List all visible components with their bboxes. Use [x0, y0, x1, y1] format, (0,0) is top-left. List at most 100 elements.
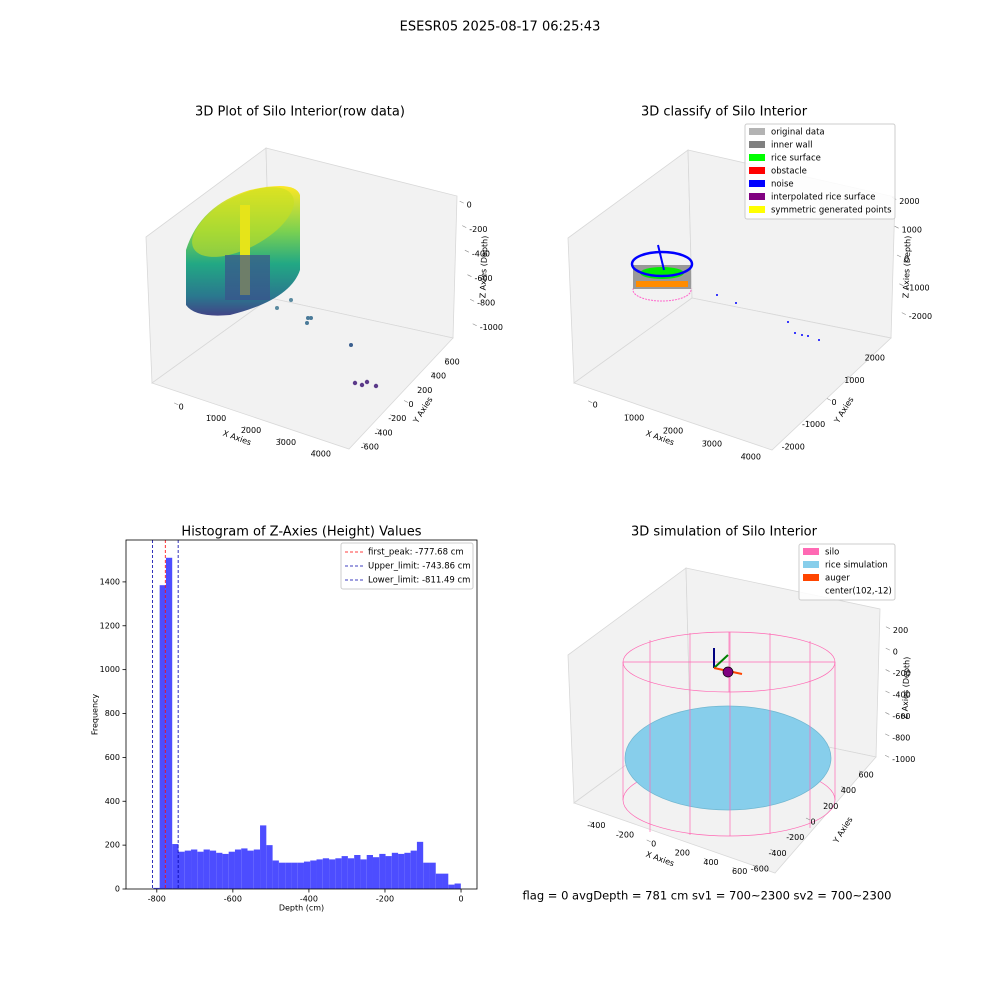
tick-mark — [588, 400, 593, 404]
histogram-bar — [165, 557, 173, 889]
y-tick-label: 1000 — [844, 376, 864, 385]
histogram-bar — [423, 862, 430, 889]
tick-mark — [403, 400, 409, 403]
tick-mark — [885, 712, 890, 715]
tick-mark — [665, 426, 671, 430]
y-tick-label: 2000 — [865, 354, 885, 363]
legend-box — [744, 123, 896, 220]
tick-mark — [313, 449, 318, 453]
legend-label: rice surface — [771, 154, 821, 164]
y-tick-label: -200 — [786, 833, 804, 842]
tick-mark — [859, 770, 864, 774]
tick-mark — [786, 442, 791, 446]
legend-label: Upper_limit: -743.86 cm — [368, 562, 471, 572]
tick-mark — [885, 626, 891, 629]
tick-mark — [752, 864, 757, 868]
point-cloud — [186, 186, 379, 389]
tick-mark — [885, 669, 890, 672]
tick-mark — [826, 398, 832, 401]
x-tick-label: 4000 — [741, 453, 761, 462]
tick-mark — [867, 353, 872, 357]
z-axis-label: Z Axies (Depth) — [900, 657, 911, 720]
histogram-bar — [303, 861, 311, 889]
z-tick-label: 0 — [467, 201, 472, 210]
tick-mark — [646, 839, 651, 843]
tick-mark — [243, 426, 249, 429]
histogram-bar — [191, 849, 198, 889]
legend-label: inner wall — [771, 141, 812, 151]
y-tick-label: 800 — [105, 709, 120, 718]
histogram-bar — [448, 884, 455, 889]
tick-mark — [626, 413, 632, 417]
z-tick-label: -800 — [477, 299, 495, 308]
tick-mark — [841, 786, 846, 789]
chart-title: 3D classify of Silo Interior — [641, 105, 808, 120]
histogram-bar — [222, 853, 229, 889]
y-axis-label: Y Axies — [831, 815, 855, 845]
legend-swatch — [803, 574, 819, 581]
y-tick-label: -1000 — [802, 420, 825, 429]
z-tick-label: -200 — [469, 225, 487, 234]
y-tick-label: 200 — [105, 841, 120, 850]
tick-mark — [462, 225, 467, 228]
histogram-bar — [272, 860, 279, 889]
histogram-bar — [178, 851, 185, 889]
x-tick-label: -200 — [376, 895, 394, 904]
tick-mark — [390, 414, 395, 417]
legend-label: original data — [771, 128, 825, 138]
z-tick-label: 0 — [893, 648, 898, 657]
histogram-bar — [379, 853, 386, 889]
x-tick-label: 200 — [675, 849, 690, 858]
tick-mark — [617, 830, 623, 834]
tick-mark — [806, 420, 811, 423]
tick-mark — [899, 283, 904, 287]
legend-swatch — [749, 167, 765, 174]
histogram-bar — [197, 851, 204, 889]
y-tick-label: 600 — [859, 770, 874, 779]
x-tick-label: 0 — [593, 400, 598, 409]
tick-mark — [896, 254, 902, 258]
tick-mark — [885, 733, 890, 737]
chart-title: 3D Plot of Silo Interior(row data) — [195, 105, 405, 120]
tick-mark — [278, 438, 284, 441]
z-tick-label: -800 — [892, 733, 910, 742]
z-axis-label: Z Axies (Depth) — [901, 236, 912, 299]
legend-swatch — [749, 154, 765, 161]
tick-mark — [770, 849, 775, 852]
histogram-bar — [159, 585, 166, 889]
x-tick-label: -400 — [587, 821, 605, 830]
x-tick-label: 0 — [458, 895, 463, 904]
legend-label: first_peak: -777.68 cm — [368, 548, 464, 558]
histogram-bar — [285, 862, 292, 889]
histogram-bar — [203, 849, 210, 889]
y-tick-label: 0 — [810, 818, 815, 827]
histogram-bar — [398, 853, 405, 889]
x-tick-label: 2000 — [663, 427, 683, 436]
histogram-bar — [385, 856, 392, 889]
y-tick-label: 400 — [105, 797, 120, 806]
z-tick-label: -600 — [892, 712, 910, 721]
legend-swatch — [749, 180, 765, 187]
legend-label: rice simulation — [825, 561, 888, 571]
x-tick-label: -400 — [300, 895, 318, 904]
legend-swatch — [803, 548, 819, 555]
y-axis-label: Y Axies — [411, 395, 435, 425]
legend-swatch — [749, 206, 765, 213]
y-tick-label: -2000 — [782, 442, 805, 451]
z-tick-label: -600 — [474, 274, 492, 283]
legend-box — [798, 543, 896, 601]
tick-mark — [788, 833, 793, 836]
legend-label: interpolated rice surface — [771, 193, 876, 203]
histogram-bar — [391, 852, 399, 889]
tick-mark — [589, 821, 594, 824]
tick-mark — [467, 274, 472, 277]
histogram-bar — [153, 887, 160, 889]
tick-mark — [459, 200, 464, 204]
tick-mark — [743, 452, 748, 456]
y-tick-label: 0 — [408, 400, 413, 409]
histogram-bar — [347, 858, 355, 889]
tick-mark — [208, 414, 214, 417]
tick-mark — [174, 402, 179, 406]
x-tick-label: 400 — [703, 858, 718, 867]
